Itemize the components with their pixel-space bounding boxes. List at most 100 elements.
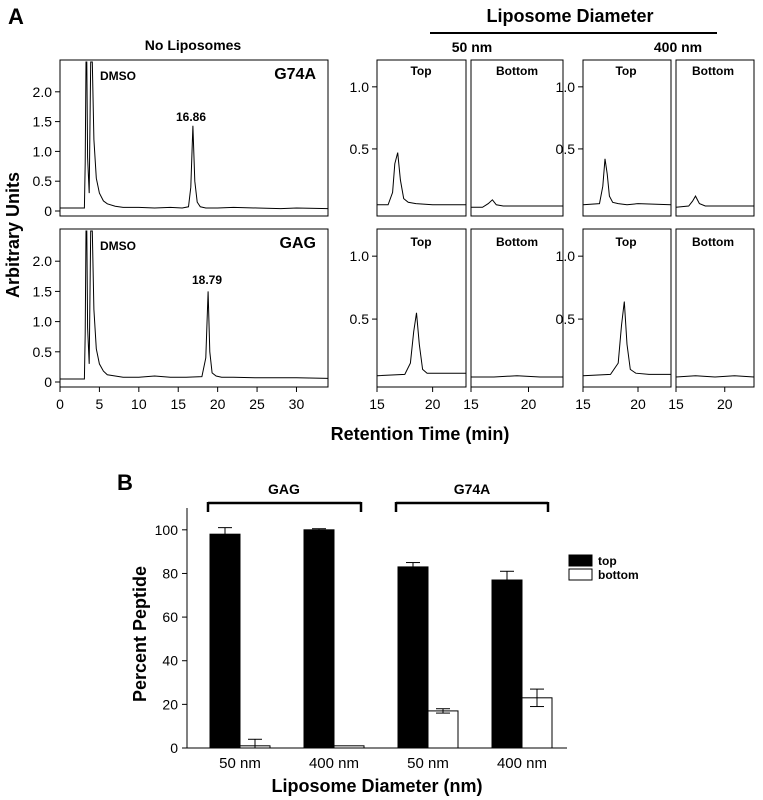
peptide-label-gag: GAG <box>280 235 316 252</box>
plot-frame <box>582 59 672 217</box>
trace-line <box>675 375 755 378</box>
y-tick-label: 0 <box>170 740 178 756</box>
bar-bottom <box>521 697 553 749</box>
bar-top <box>209 533 241 749</box>
legend-swatch-top <box>568 554 593 567</box>
group-bracket-g74a <box>394 501 550 512</box>
trace-line <box>376 312 466 377</box>
x-tick-label: 15 <box>575 396 591 412</box>
y-tick-label: 0.5 <box>556 311 576 327</box>
bar-top <box>303 529 335 749</box>
y-tick-label: 1.5 <box>33 283 53 299</box>
y-tick-label: 0.5 <box>556 141 576 157</box>
retention-time-label: Retention Time (min) <box>331 424 510 444</box>
peak-time-gag: 18.79 <box>192 273 222 287</box>
y-tick-label: 20 <box>162 696 178 712</box>
plot-frame <box>582 228 672 388</box>
peak-time-g74a: 16.86 <box>176 110 206 124</box>
x-tick-label: 30 <box>289 396 305 412</box>
y-tick-label: 1.0 <box>350 248 370 264</box>
x-tick-label: 15 <box>668 396 684 412</box>
category-label: 50 nm <box>407 755 449 772</box>
chromatogram-g74a-50nm-bottom <box>470 59 564 217</box>
trace-line <box>377 152 466 206</box>
y-tick-label: 0 <box>44 374 52 390</box>
y-tick-label: 1.0 <box>33 314 53 330</box>
x-tick-label: 20 <box>210 396 226 412</box>
y-tick-label: 60 <box>162 609 178 625</box>
percent-peptide-bar-chart: 0 20 40 60 80 100 50 nm 400 nm 50 nm 400 nm <box>155 508 567 772</box>
bar-top <box>397 566 429 749</box>
bottom-label-gag-400: Bottom <box>692 235 734 249</box>
trace-line <box>675 195 754 208</box>
chromatogram-gag-400nm-bottom: 15 20 <box>668 228 755 412</box>
top-label-g74a-50: Top <box>410 64 431 78</box>
y-tick-label: 1.5 <box>33 114 53 130</box>
y-tick-label: 0 <box>44 203 52 219</box>
bar-bottom <box>427 710 459 749</box>
y-tick-label: 2.0 <box>33 84 53 100</box>
plot-frame <box>675 228 755 388</box>
trace-line <box>471 199 563 208</box>
no-liposomes-title: No Liposomes <box>145 37 242 53</box>
y-tick-label: 0.5 <box>33 344 53 360</box>
top-label-gag-50: Top <box>410 235 431 249</box>
chromatogram-no-liposomes-gag: 0 0.5 1.0 1.5 2.0 0 5 10 15 20 25 30 <box>33 228 329 412</box>
chromatogram-g74a-400nm-top: 0.5 1.0 <box>556 59 672 217</box>
group-label-gag: GAG <box>268 481 300 497</box>
percent-peptide-label: Percent Peptide <box>130 566 150 702</box>
chromatogram-g74a-50nm-top: 0.5 1.0 <box>350 59 467 217</box>
y-tick-label: 100 <box>155 522 179 538</box>
trace-line <box>582 301 671 377</box>
x-tick-label: 15 <box>170 396 186 412</box>
arbitrary-units-label: Arbitrary Units <box>3 172 23 298</box>
x-tick-label: 0 <box>56 396 64 412</box>
legend-label-top: top <box>598 554 617 568</box>
plot-frame <box>675 59 755 217</box>
plot-frame <box>470 59 564 217</box>
panel-a-letter: A <box>8 4 24 29</box>
y-tick-label: 2.0 <box>33 253 53 269</box>
y-tick-label: 0.5 <box>350 311 370 327</box>
size-400-heading: 400 nm <box>654 39 702 55</box>
y-tick-label: 1.0 <box>556 248 576 264</box>
legend: top bottom <box>568 554 639 582</box>
size-50-heading: 50 nm <box>452 39 492 55</box>
plot-frame <box>470 228 564 388</box>
chromatogram-gag-50nm-bottom: 15 20 <box>463 228 564 412</box>
y-tick-label: 80 <box>162 565 178 581</box>
bar-bottom <box>333 745 365 749</box>
group-label-g74a: G74A <box>454 481 491 497</box>
y-tick-label: 1.0 <box>33 143 53 159</box>
y-tick-label: 40 <box>162 653 178 669</box>
panel-b-letter: B <box>117 470 133 495</box>
x-tick-label: 20 <box>521 396 537 412</box>
category-label: 400 nm <box>497 755 547 772</box>
trace-line <box>471 375 563 378</box>
legend-label-bottom: bottom <box>598 568 639 582</box>
bottom-label-gag-50: Bottom <box>496 235 538 249</box>
x-tick-label: 15 <box>369 396 385 412</box>
plot-frame <box>376 228 467 388</box>
bar-top <box>491 579 523 749</box>
y-tick-label: 1.0 <box>350 79 370 95</box>
dmso-annotation-gag: DMSO <box>100 239 136 253</box>
chromatogram-gag-50nm-top: 0.5 1.0 15 20 <box>350 228 467 412</box>
plot-frame <box>376 59 467 217</box>
chromatogram-no-liposomes-g74a: 0 0.5 1.0 1.5 2.0 <box>33 59 329 219</box>
bottom-label-g74a-400: Bottom <box>692 64 734 78</box>
legend-swatch-bottom <box>568 568 593 581</box>
x-tick-label: 10 <box>131 396 147 412</box>
top-label-gag-400: Top <box>615 235 636 249</box>
x-tick-label: 25 <box>249 396 265 412</box>
chromatogram-g74a-400nm-bottom <box>675 59 755 217</box>
category-label: 50 nm <box>219 755 261 772</box>
trace-line <box>60 61 329 210</box>
group-bracket-gag <box>206 501 363 512</box>
x-tick-label: 20 <box>630 396 646 412</box>
bottom-label-g74a-50: Bottom <box>496 64 538 78</box>
dmso-annotation-g74a: DMSO <box>100 69 136 83</box>
x-tick-label: 20 <box>425 396 441 412</box>
trace-line <box>582 158 672 206</box>
